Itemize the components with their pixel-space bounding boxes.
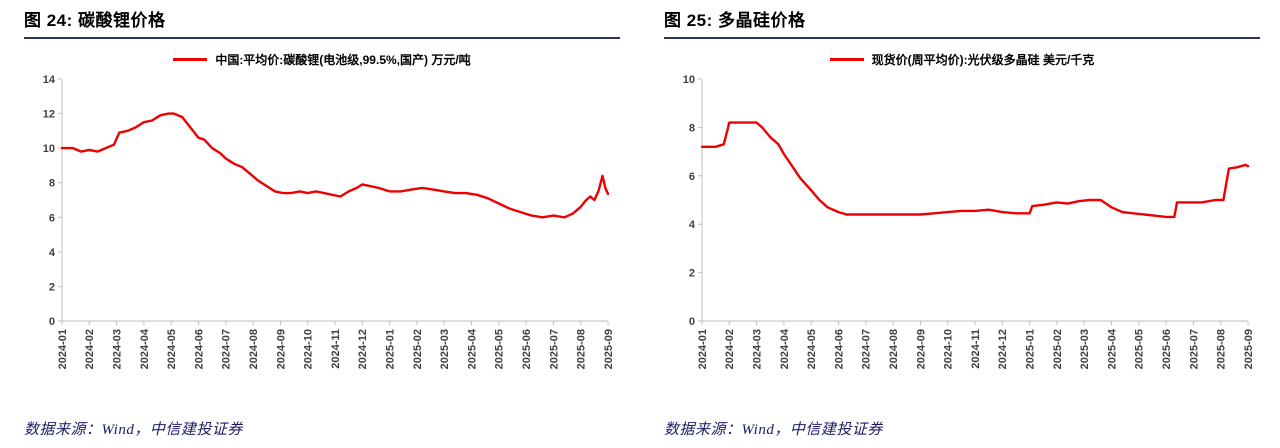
title-rule <box>24 37 620 39</box>
svg-text:2024-12: 2024-12 <box>357 329 369 369</box>
svg-text:2024-04: 2024-04 <box>779 328 791 369</box>
svg-text:2024-01: 2024-01 <box>697 329 709 369</box>
svg-text:8: 8 <box>689 122 695 134</box>
svg-text:2024-10: 2024-10 <box>943 329 955 369</box>
legend-polysilicon: 现货价(周平均价):光伏级多晶硅 美元/千克 <box>664 51 1260 67</box>
legend-lithium: 中国:平均价:碳酸锂(电池级,99.5%,国产) 万元/吨 <box>24 51 620 67</box>
chart-title-lithium: 图 24: 碳酸锂价格 <box>24 11 166 30</box>
svg-text:2024-07: 2024-07 <box>221 329 233 369</box>
svg-text:4: 4 <box>49 247 56 259</box>
svg-text:0: 0 <box>689 316 695 328</box>
line-chart-polysilicon: 0 2 4 6 8 10 2024-01 2024-02 2024-03 2024-04 2024-… <box>683 74 1255 369</box>
svg-text:2025-04: 2025-04 <box>466 328 478 369</box>
svg-text:2025-09: 2025-09 <box>603 329 615 369</box>
legend-label: 现货价(周平均价):光伏级多晶硅 美元/千克 <box>871 52 1095 67</box>
svg-text:6: 6 <box>49 212 55 224</box>
svg-text:2024-05: 2024-05 <box>806 329 818 369</box>
chart-panel-polysilicon: 图 25: 多晶硅价格 现货价(周平均价):光伏级多晶硅 美元/千克 0 2 4 6 8… <box>640 0 1280 448</box>
svg-text:12: 12 <box>43 109 55 121</box>
svg-text:4: 4 <box>689 219 696 231</box>
svg-text:8: 8 <box>49 178 55 190</box>
svg-text:2025-01: 2025-01 <box>384 329 396 369</box>
svg-text:2024-08: 2024-08 <box>248 329 260 369</box>
svg-text:2024-05: 2024-05 <box>166 329 178 369</box>
svg-text:2025-03: 2025-03 <box>439 329 451 369</box>
svg-text:10: 10 <box>43 143 55 155</box>
legend-line-swatch <box>829 57 864 61</box>
svg-text:2025-05: 2025-05 <box>494 329 506 369</box>
svg-text:2024-08: 2024-08 <box>888 329 900 369</box>
svg-text:2024-09: 2024-09 <box>275 329 287 369</box>
source-text-right: 数据来源：Wind，中信建投证券 <box>664 422 883 438</box>
svg-text:2024-09: 2024-09 <box>915 329 927 369</box>
svg-text:2024-06: 2024-06 <box>833 329 845 369</box>
svg-text:2024-12: 2024-12 <box>997 329 1009 369</box>
svg-text:2025-08: 2025-08 <box>576 329 588 369</box>
svg-text:2024-07: 2024-07 <box>861 329 873 369</box>
title-rule <box>664 37 1260 39</box>
svg-text:2024-10: 2024-10 <box>303 329 315 369</box>
chart-panel-lithium: 图 24: 碳酸锂价格 中国:平均价:碳酸锂(电池级,99.5%,国产) 万元/… <box>24 11 620 438</box>
legend-line-swatch <box>173 57 208 61</box>
svg-text:2025-04: 2025-04 <box>1106 328 1118 369</box>
svg-text:14: 14 <box>43 74 56 86</box>
svg-text:2024-04: 2024-04 <box>139 328 151 369</box>
svg-text:2024-06: 2024-06 <box>193 329 205 369</box>
svg-text:10: 10 <box>683 74 695 86</box>
svg-text:2024-01: 2024-01 <box>57 329 69 369</box>
svg-text:2024-02: 2024-02 <box>84 329 96 369</box>
svg-text:2024-02: 2024-02 <box>724 329 736 369</box>
svg-text:2025-07: 2025-07 <box>1188 329 1200 369</box>
chart-title-polysilicon: 图 25: 多晶硅价格 <box>664 11 806 30</box>
svg-text:2025-05: 2025-05 <box>1134 329 1146 369</box>
svg-text:2024-11: 2024-11 <box>970 329 982 369</box>
svg-text:2025-02: 2025-02 <box>412 329 424 369</box>
svg-text:2025-03: 2025-03 <box>1079 329 1091 369</box>
svg-text:2025-02: 2025-02 <box>1052 329 1064 369</box>
svg-text:2025-07: 2025-07 <box>548 329 560 369</box>
svg-text:2024-11: 2024-11 <box>330 329 342 369</box>
svg-text:2025-08: 2025-08 <box>1216 329 1228 369</box>
svg-text:2025-06: 2025-06 <box>1161 329 1173 369</box>
svg-text:2025-09: 2025-09 <box>1243 329 1255 369</box>
svg-text:0: 0 <box>49 316 55 328</box>
svg-text:2: 2 <box>49 281 55 293</box>
legend-label: 中国:平均价:碳酸锂(电池级,99.5%,国产) 万元/吨 <box>215 52 471 67</box>
svg-text:6: 6 <box>689 171 695 183</box>
line-chart-lithium: 0 2 4 6 8 10 12 14 2024-01 2024-02 2024-03 2024-04 2… <box>43 74 615 369</box>
svg-text:2: 2 <box>689 268 695 280</box>
svg-text:2024-03: 2024-03 <box>111 329 123 369</box>
svg-text:2025-01: 2025-01 <box>1024 329 1036 369</box>
svg-text:2025-06: 2025-06 <box>521 329 533 369</box>
svg-text:2024-03: 2024-03 <box>751 329 763 369</box>
source-text-left: 数据来源：Wind，中信建投证券 <box>24 422 243 438</box>
